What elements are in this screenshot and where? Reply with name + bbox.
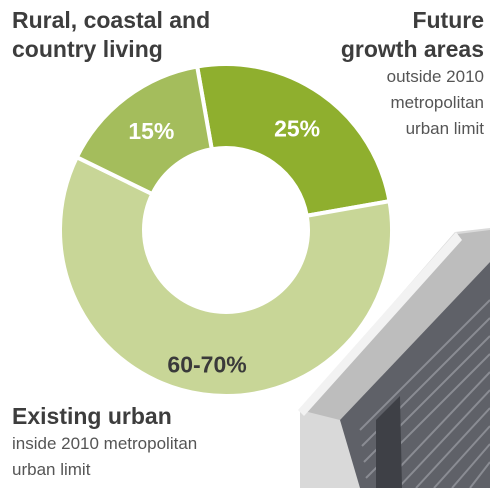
- existing-label: Existing urban inside 2010 metropolitan …: [12, 402, 312, 483]
- slice-1: [58, 154, 394, 398]
- existing-sub-line1: inside 2010 metropolitan: [12, 434, 198, 453]
- rural-title: Rural, coastal and country living: [12, 7, 211, 62]
- existing-title: Existing urban: [12, 403, 172, 429]
- slice-label-2: 15%: [128, 118, 174, 144]
- future-sub-line2: metropolitan: [390, 93, 484, 112]
- rural-label: Rural, coastal and country living: [12, 6, 232, 64]
- slice-label-1: 60-70%: [167, 352, 246, 378]
- future-label: Future growth areas outside 2010 metropo…: [274, 6, 484, 142]
- slice-label-0: 25%: [274, 115, 320, 141]
- existing-sub-line2: urban limit: [12, 460, 91, 479]
- future-title-line2: growth areas: [340, 36, 484, 62]
- future-sub-line3: urban limit: [405, 119, 484, 138]
- future-title-line1: Future: [412, 7, 484, 33]
- future-sub-line1: outside 2010: [386, 67, 484, 86]
- slice-0: [194, 62, 392, 219]
- slice-2: [74, 64, 215, 197]
